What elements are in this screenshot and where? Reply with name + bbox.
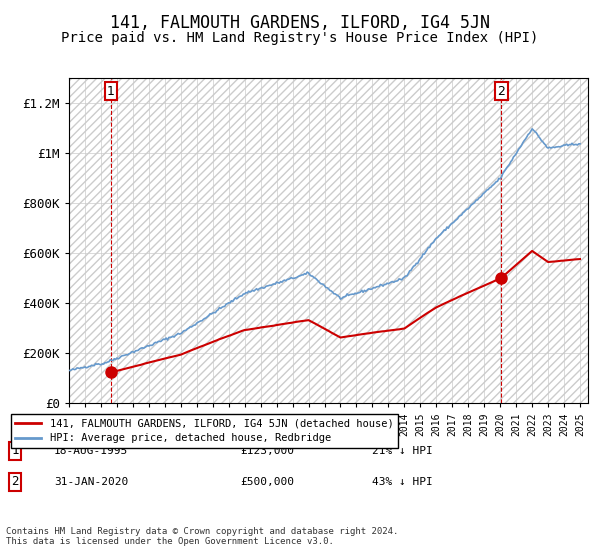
Text: Price paid vs. HM Land Registry's House Price Index (HPI): Price paid vs. HM Land Registry's House … [61,31,539,45]
Bar [69,78,588,403]
Text: 141, FALMOUTH GARDENS, ILFORD, IG4 5JN: 141, FALMOUTH GARDENS, ILFORD, IG4 5JN [110,14,490,32]
Text: Contains HM Land Registry data © Crown copyright and database right 2024.
This d: Contains HM Land Registry data © Crown c… [6,526,398,546]
Text: 31-JAN-2020: 31-JAN-2020 [54,477,128,487]
Legend: 141, FALMOUTH GARDENS, ILFORD, IG4 5JN (detached house), HPI: Average price, det: 141, FALMOUTH GARDENS, ILFORD, IG4 5JN (… [11,414,398,447]
Text: 18-AUG-1995: 18-AUG-1995 [54,446,128,456]
Text: 1: 1 [107,85,115,98]
Text: 21% ↓ HPI: 21% ↓ HPI [372,446,433,456]
Text: £123,000: £123,000 [240,446,294,456]
Text: £500,000: £500,000 [240,477,294,487]
Text: 1: 1 [11,444,19,458]
Text: 43% ↓ HPI: 43% ↓ HPI [372,477,433,487]
Text: 2: 2 [11,475,19,488]
Text: 2: 2 [497,85,505,98]
